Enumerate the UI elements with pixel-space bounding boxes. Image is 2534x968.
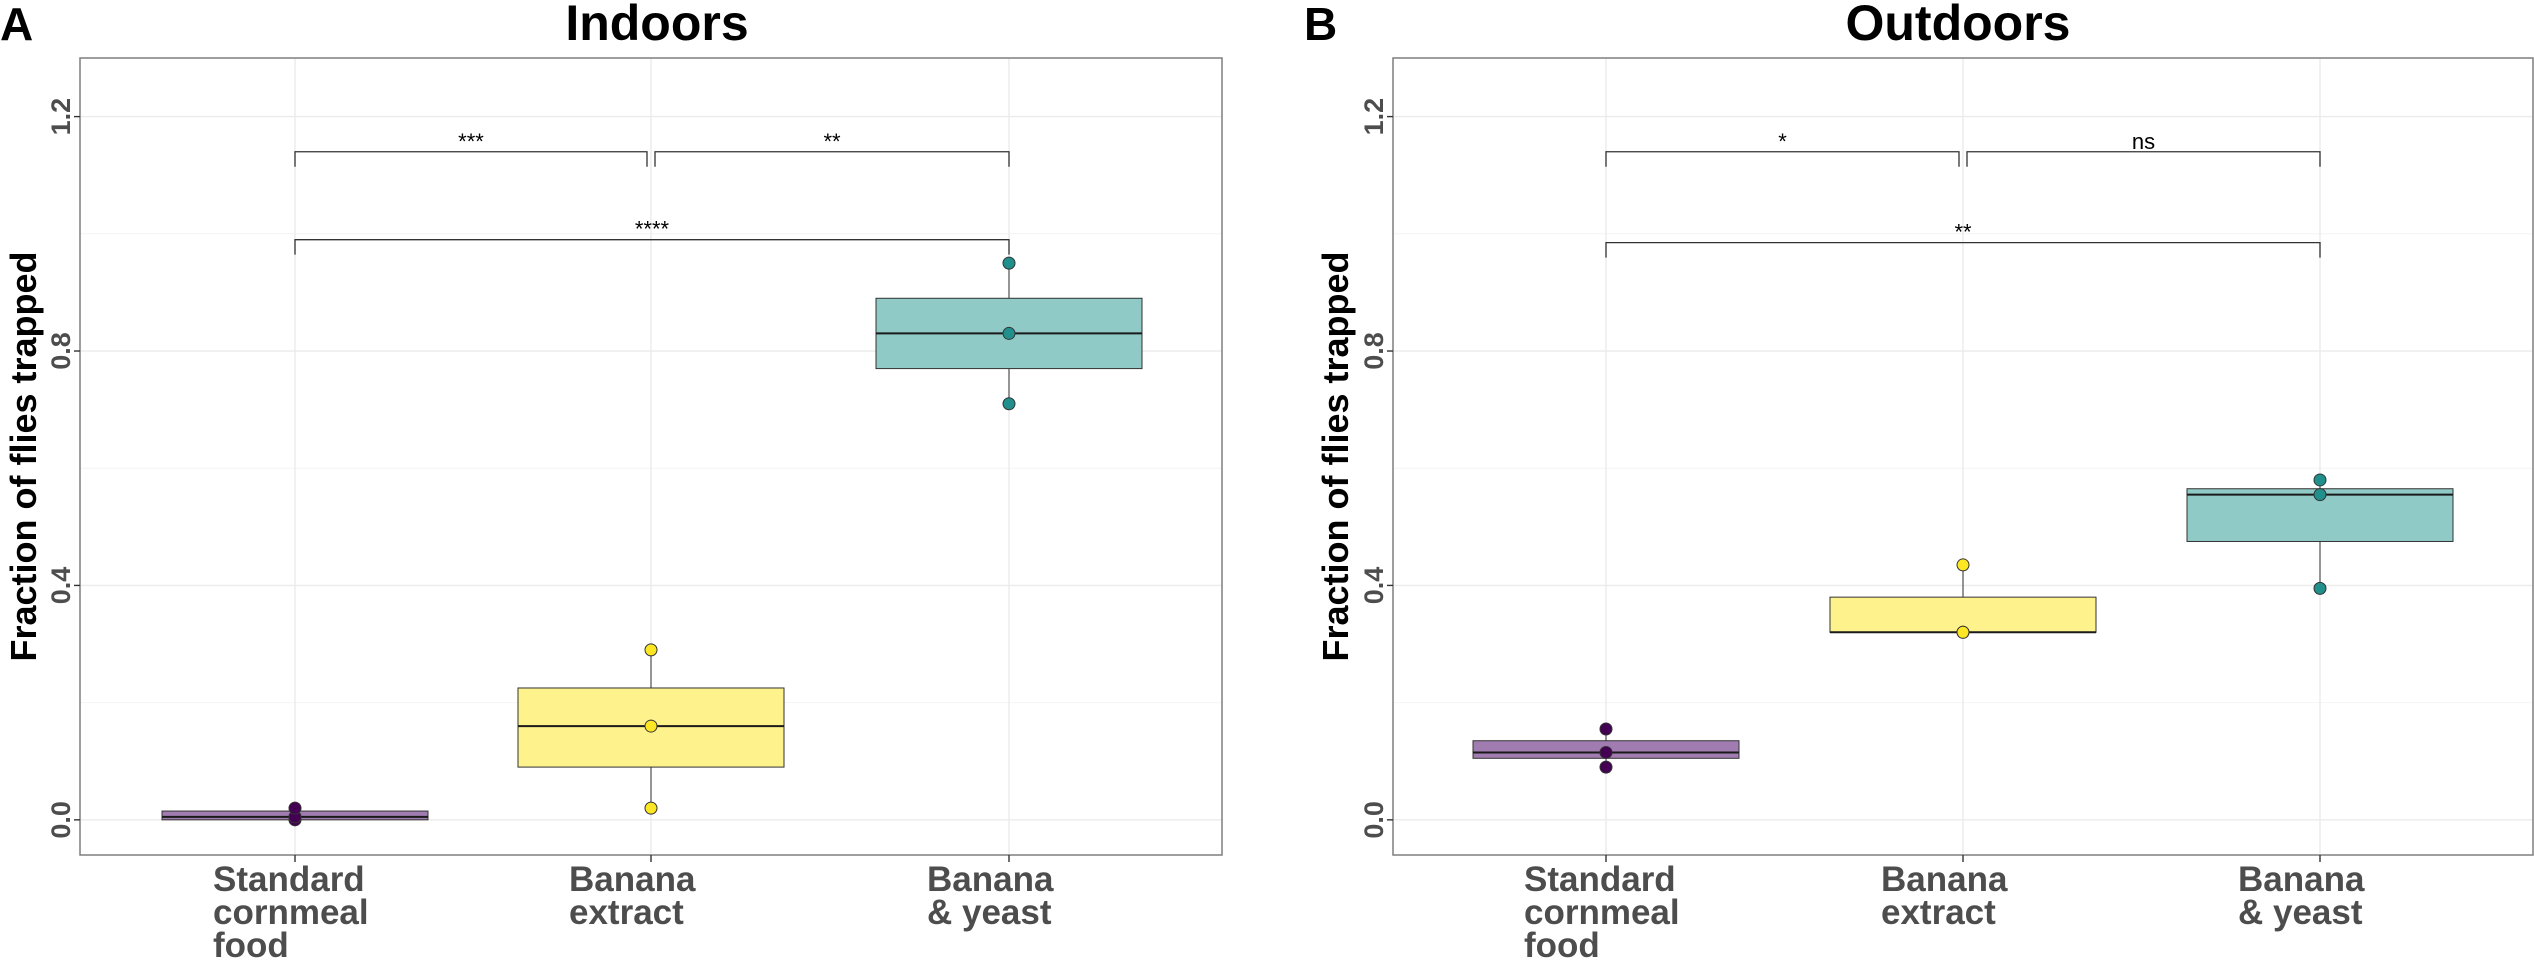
data-point	[644, 719, 658, 733]
data-point	[1956, 625, 1970, 639]
y-axis-label: Fraction of flies trapped	[3, 251, 44, 661]
data-point	[1599, 760, 1613, 774]
significance-label: *	[1778, 129, 1787, 154]
significance-label: ns	[2132, 129, 2155, 154]
comparison-1: ns	[1966, 129, 2321, 167]
data-point	[1599, 722, 1613, 736]
panel-letter: A	[0, 0, 33, 50]
xtick-label-line: cornmeal	[213, 893, 369, 932]
panel-0: A Indoors 0.0 0.4 0.8 1.2 Fraction of flies tr…	[0, 0, 1223, 965]
comparison-0: ***	[294, 129, 648, 167]
xtick-label-line: Standard	[1524, 860, 1676, 899]
data-point	[288, 801, 302, 815]
comparison-2: **	[1605, 220, 2321, 258]
comparison-2: ****	[294, 217, 1010, 255]
significance-label: ****	[635, 217, 670, 242]
xtick-label-line: cornmeal	[1524, 893, 1680, 932]
ytick-label: 0.4	[1359, 567, 1389, 605]
comparison-bracket	[1966, 151, 2321, 167]
comparison-bracket	[1605, 151, 1960, 167]
significance-label: **	[1954, 220, 1972, 245]
comparison-0: *	[1605, 129, 1960, 167]
data-point	[1002, 397, 1016, 411]
xtick-label-line: food	[1524, 926, 1600, 965]
xtick-label-line: extract	[1881, 893, 1996, 932]
ytick-label: 0.0	[1359, 801, 1389, 839]
comparison-bracket	[294, 239, 1010, 255]
xtick-label-line: Standard	[213, 860, 365, 899]
xtick-label-line: & yeast	[927, 893, 1052, 932]
box-2	[2186, 473, 2454, 595]
significance-label: **	[823, 129, 841, 154]
comparison-1: **	[654, 129, 1010, 167]
data-point	[1002, 326, 1016, 340]
xtick-label: Banana extract	[1881, 860, 2008, 932]
data-point	[644, 643, 658, 657]
y-axis-label: Fraction of flies trapped	[1315, 251, 1356, 661]
data-point	[2313, 473, 2327, 487]
xtick-label: Banana & yeast	[2238, 860, 2365, 932]
comparison-bracket	[1605, 241, 2321, 258]
comparison-bracket	[294, 151, 648, 167]
data-point	[1599, 745, 1613, 759]
panel-letter: B	[1304, 0, 1337, 50]
panel-title: Outdoors	[1846, 0, 2071, 51]
box-2	[875, 256, 1143, 411]
panel-title: Indoors	[565, 0, 748, 51]
data-point	[1956, 558, 1970, 572]
data-point	[1002, 256, 1016, 270]
xtick-label-line: Banana	[1881, 860, 2008, 899]
panel-1: B Outdoors 0.0 0.4 0.8 1.2 Fraction of flies t…	[1304, 0, 2534, 965]
significance-label: ***	[458, 129, 484, 154]
box-0	[161, 801, 429, 827]
data-point	[644, 801, 658, 815]
ytick-label: 0.8	[1359, 332, 1389, 370]
xtick-label: Banana extract	[569, 860, 696, 932]
box-1	[1829, 558, 2097, 639]
comparison-bracket	[654, 151, 1010, 167]
xtick-label: Standard cornmeal food	[213, 860, 369, 965]
xtick-label-line: & yeast	[2238, 893, 2363, 932]
xtick-label-line: food	[213, 926, 289, 965]
box-1	[517, 643, 785, 815]
ytick-label: 0.4	[46, 567, 76, 605]
xtick-label-line: Banana	[927, 860, 1054, 899]
xtick-label-line: Banana	[569, 860, 696, 899]
ytick-label: 1.2	[46, 98, 76, 136]
ytick-label: 1.2	[1359, 98, 1389, 136]
ytick-label: 0.0	[46, 801, 76, 839]
data-point	[2313, 488, 2327, 502]
xtick-label-line: extract	[569, 893, 684, 932]
data-point	[2313, 581, 2327, 595]
box-0	[1472, 722, 1740, 774]
xtick-label: Banana & yeast	[927, 860, 1054, 932]
ytick-label: 0.8	[46, 332, 76, 370]
xtick-label: Standard cornmeal food	[1524, 860, 1680, 965]
xtick-label-line: Banana	[2238, 860, 2365, 899]
